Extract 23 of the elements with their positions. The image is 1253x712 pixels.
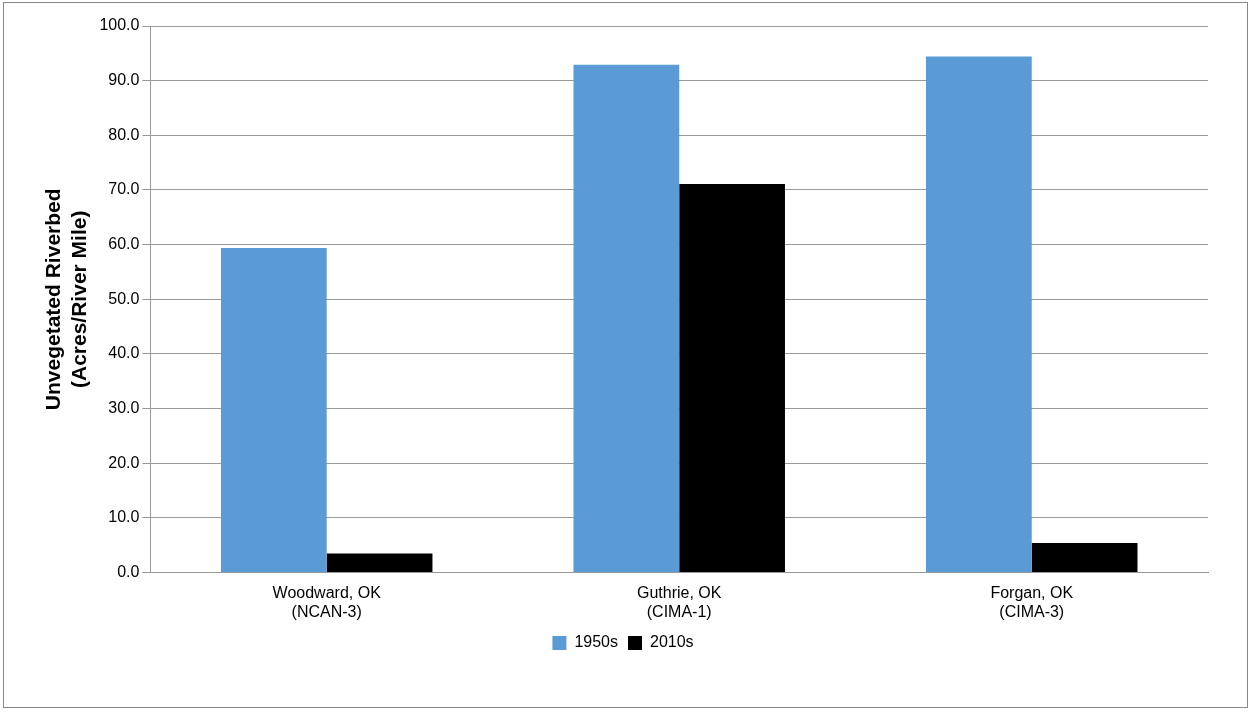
x-tick-label: Guthrie, OK (CIMA-1) bbox=[636, 583, 722, 620]
bar bbox=[925, 56, 1032, 573]
y-tick-label: 50.0 bbox=[108, 289, 140, 307]
y-tick-label: 30.0 bbox=[108, 399, 140, 417]
legend-label: 1950s bbox=[574, 633, 618, 651]
x-tick-label: Woodward, OK (NCAN-3) bbox=[272, 583, 382, 620]
y-tick-label: 100.0 bbox=[99, 16, 140, 34]
y-tick-label: 60.0 bbox=[108, 235, 140, 253]
bar bbox=[573, 64, 680, 573]
y-tick-label: 40.0 bbox=[108, 344, 140, 362]
y-axis-title: Unvegetated Riverbed (Acres/River Mile) bbox=[41, 188, 90, 411]
x-tick-label: Forgan, OK (CIMA-3) bbox=[990, 583, 1074, 620]
y-tick-label: 80.0 bbox=[108, 125, 140, 143]
y-tick-label: 10.0 bbox=[108, 508, 140, 526]
bar bbox=[679, 183, 785, 573]
bar bbox=[220, 247, 327, 573]
legend-label: 2010s bbox=[650, 633, 694, 651]
y-tick-label: 0.0 bbox=[117, 563, 140, 581]
bar bbox=[326, 553, 433, 573]
y-tick-label: 20.0 bbox=[108, 453, 140, 471]
y-tick-label: 90.0 bbox=[108, 71, 140, 89]
bar bbox=[1031, 543, 1138, 573]
y-tick-label: 70.0 bbox=[108, 180, 140, 198]
